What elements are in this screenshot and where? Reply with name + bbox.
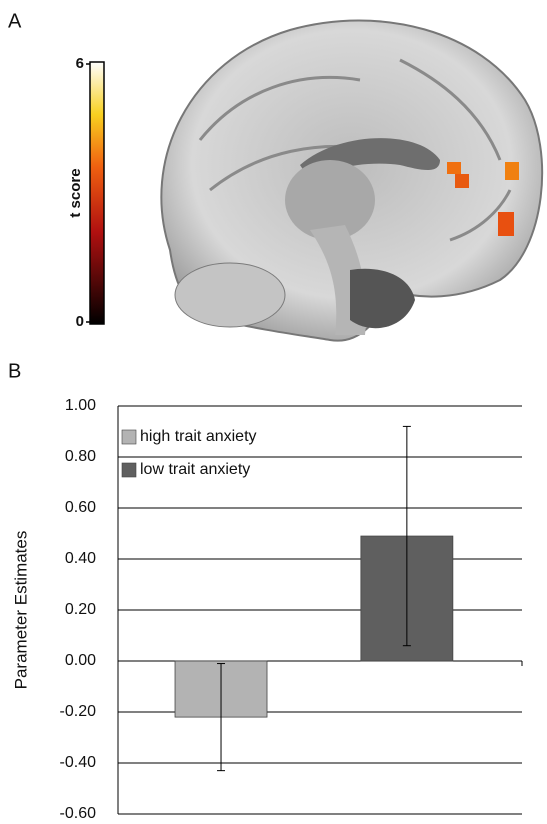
panel-label: A bbox=[8, 10, 22, 32]
y-tick-label: 0.40 bbox=[65, 550, 96, 567]
y-tick-label: -0.60 bbox=[60, 805, 97, 822]
legend-swatch bbox=[122, 463, 136, 477]
y-tick-label: -0.40 bbox=[60, 754, 97, 771]
y-tick-label: 0.00 bbox=[65, 652, 96, 669]
legend-label: high trait anxiety bbox=[140, 428, 257, 445]
brain-image bbox=[161, 21, 542, 341]
legend-label: low trait anxiety bbox=[140, 461, 250, 478]
y-tick-label: 0.20 bbox=[65, 601, 96, 618]
colorbar-tick-label: 0 bbox=[76, 313, 84, 330]
panel-label: B bbox=[8, 360, 21, 382]
colorbar-tick-label: 6 bbox=[76, 55, 84, 72]
y-tick-label: 0.80 bbox=[65, 448, 96, 465]
legend-swatch bbox=[122, 430, 136, 444]
y-axis-label: Parameter Estimates bbox=[11, 531, 30, 690]
y-tick-label: 0.60 bbox=[65, 499, 96, 516]
y-tick-label: -0.20 bbox=[60, 703, 97, 720]
colorbar bbox=[90, 62, 104, 324]
y-tick-label: 1.00 bbox=[65, 397, 96, 414]
colorbar-label: t score bbox=[67, 168, 84, 217]
figure: A t score B Parameter Estimates 0 6 -0.60 -… bbox=[0, 0, 547, 824]
